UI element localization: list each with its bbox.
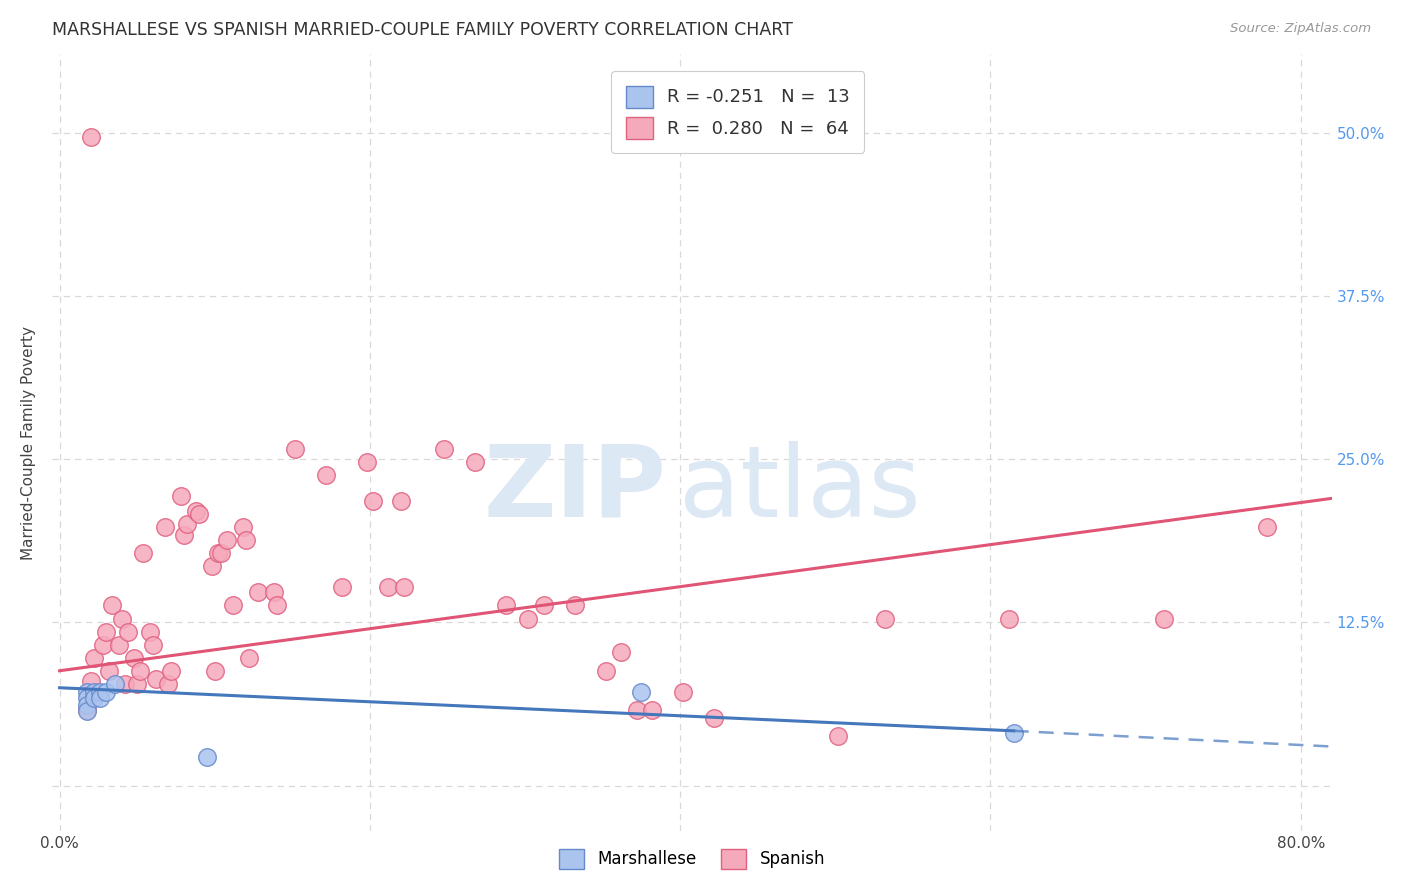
Point	[641, 703, 664, 717]
Point	[389, 494, 412, 508]
Point	[111, 611, 134, 625]
Point	[94, 624, 117, 639]
Point	[263, 585, 285, 599]
Point	[1153, 611, 1175, 625]
Point	[89, 691, 111, 706]
Point	[91, 638, 114, 652]
Point	[145, 672, 167, 686]
Point	[184, 504, 207, 518]
Point	[83, 684, 105, 698]
Point	[157, 677, 180, 691]
Point	[204, 664, 226, 678]
Point	[127, 677, 149, 691]
Point	[209, 546, 232, 560]
Point	[132, 546, 155, 560]
Text: Source: ZipAtlas.com: Source: ZipAtlas.com	[1230, 22, 1371, 36]
Point	[626, 703, 648, 717]
Point	[361, 494, 384, 508]
Point	[247, 585, 270, 599]
Point	[89, 684, 111, 698]
Point	[76, 691, 98, 706]
Point	[153, 520, 176, 534]
Point	[207, 546, 229, 560]
Point	[517, 611, 540, 625]
Point	[284, 442, 307, 456]
Point	[238, 650, 260, 665]
Point	[356, 455, 378, 469]
Text: ZIP: ZIP	[484, 441, 666, 538]
Point	[1002, 726, 1025, 740]
Point	[464, 455, 486, 469]
Point	[217, 533, 239, 548]
Point	[610, 645, 633, 659]
Point	[630, 684, 652, 698]
Point	[76, 703, 98, 717]
Point	[173, 528, 195, 542]
Point	[169, 489, 191, 503]
Point	[533, 599, 555, 613]
Point	[222, 599, 245, 613]
Point	[330, 580, 353, 594]
Point	[122, 650, 145, 665]
Point	[392, 580, 415, 594]
Point	[377, 580, 399, 594]
Text: atlas: atlas	[679, 441, 921, 538]
Point	[495, 599, 517, 613]
Point	[117, 624, 139, 639]
Point	[703, 711, 725, 725]
Point	[83, 650, 105, 665]
Point	[433, 442, 456, 456]
Point	[76, 684, 98, 698]
Point	[873, 611, 896, 625]
Point	[998, 611, 1021, 625]
Point	[188, 507, 211, 521]
Point	[79, 674, 101, 689]
Point	[595, 664, 617, 678]
Point	[98, 664, 121, 678]
Legend: Marshallese, Spanish: Marshallese, Spanish	[550, 840, 834, 878]
Point	[83, 691, 105, 706]
Point	[672, 684, 695, 698]
Point	[315, 467, 337, 482]
Point	[266, 599, 288, 613]
Point	[232, 520, 254, 534]
Point	[114, 677, 136, 691]
Point	[79, 129, 101, 144]
Point	[160, 664, 183, 678]
Point	[101, 599, 124, 613]
Point	[129, 664, 152, 678]
Point	[76, 698, 98, 712]
Point	[94, 684, 117, 698]
Point	[564, 599, 586, 613]
Text: MARSHALLESE VS SPANISH MARRIED-COUPLE FAMILY POVERTY CORRELATION CHART: MARSHALLESE VS SPANISH MARRIED-COUPLE FA…	[52, 21, 793, 39]
Point	[104, 677, 127, 691]
Point	[76, 704, 98, 718]
Point	[107, 638, 129, 652]
Y-axis label: Married-Couple Family Poverty: Married-Couple Family Poverty	[21, 326, 35, 560]
Point	[201, 559, 224, 574]
Point	[138, 624, 160, 639]
Point	[1256, 520, 1278, 534]
Point	[176, 517, 198, 532]
Point	[195, 750, 218, 764]
Point	[827, 729, 849, 743]
Point	[142, 638, 165, 652]
Point	[235, 533, 257, 548]
